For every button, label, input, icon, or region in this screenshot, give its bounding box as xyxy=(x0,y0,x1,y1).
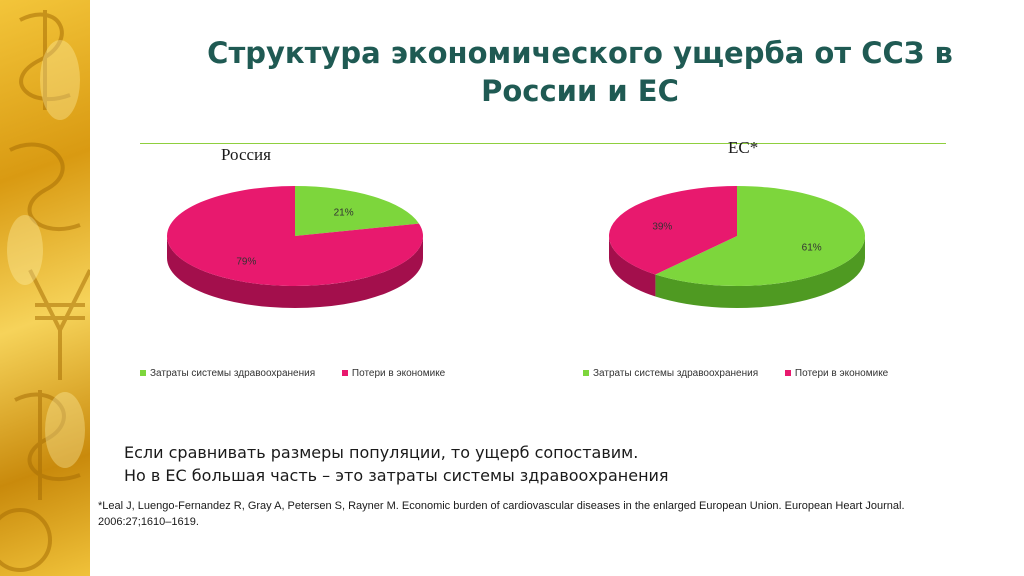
legend-label-health: Затраты системы здравоохранения xyxy=(150,368,316,379)
legend-item-health: Затраты системы здравоохранения xyxy=(583,368,758,379)
legend-item-health: Затраты системы здравоохранения xyxy=(140,368,315,379)
slice-health xyxy=(655,186,865,286)
data-label-slice-loss: 79% xyxy=(236,256,256,267)
slice-loss-side xyxy=(167,236,423,308)
legend-swatch-loss xyxy=(341,370,348,377)
chart-title-eu: ЕС* xyxy=(728,138,759,157)
legend-label-health: Затраты системы здравоохранения xyxy=(593,368,759,379)
legend-swatch-health xyxy=(583,370,589,377)
legend-swatch-loss xyxy=(784,370,791,377)
title-divider xyxy=(140,143,946,144)
note-line-2: Но в ЕС большая часть – это затраты сист… xyxy=(124,466,669,485)
slide-title: Структура экономического ущерба от ССЗ в… xyxy=(207,36,953,108)
data-label-slice-health: 21% xyxy=(334,208,354,219)
pie-chart-russia: 21% 79% xyxy=(167,186,423,308)
legend-swatch-health xyxy=(140,370,146,377)
legend-item-loss: Потери в экономике xyxy=(784,368,889,379)
citation: *Leal J, Luengo-Fernandez R, Gray A, Pet… xyxy=(98,500,905,528)
slice-health-side xyxy=(655,236,865,308)
pie-chart-eu: 61% 39% xyxy=(609,186,865,308)
slice-loss-side xyxy=(609,236,656,297)
legend-eu: Затраты системы здравоохранения Потери в… xyxy=(583,368,912,379)
legend-label-loss: Потери в экономике xyxy=(351,368,446,379)
legend-label-loss: Потери в экономике xyxy=(794,368,889,379)
slice-loss xyxy=(167,186,423,286)
chart-title-russia: Россия xyxy=(221,145,271,164)
legend-item-loss: Потери в экономике xyxy=(341,368,446,379)
comparison-note: Если сравнивать размеры популяции, то ущ… xyxy=(124,441,669,487)
slice-health xyxy=(295,186,419,236)
decorative-currency-panel xyxy=(0,0,90,576)
data-label-slice-health: 61% xyxy=(802,243,822,254)
slice-loss xyxy=(609,186,737,275)
data-label-slice-loss: 39% xyxy=(652,221,672,232)
note-line-1: Если сравнивать размеры популяции, то ущ… xyxy=(124,443,639,462)
legend-russia: Затраты системы здравоохранения Потери в… xyxy=(140,368,469,379)
